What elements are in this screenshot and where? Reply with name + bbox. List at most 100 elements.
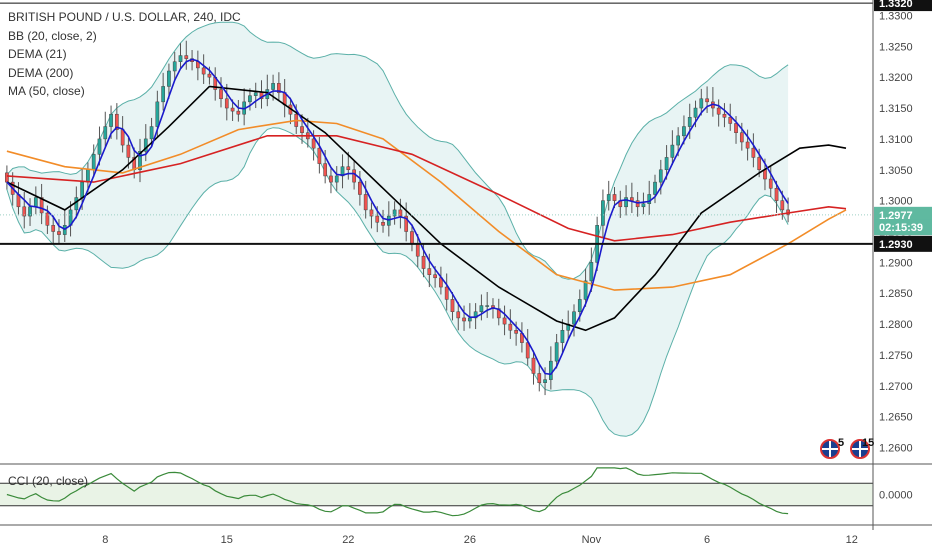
candle — [253, 82, 258, 109]
price-tick-label: 1.3150 — [879, 103, 913, 115]
price-tick-label: 1.3100 — [879, 134, 913, 146]
candle-body — [86, 169, 90, 183]
cci-legend[interactable]: CCI (20, close) — [8, 474, 89, 488]
candle-body — [230, 107, 235, 112]
candle-body — [311, 138, 316, 149]
candle-body — [236, 110, 241, 115]
candle-body — [149, 126, 154, 140]
candle-body — [126, 144, 131, 158]
candle-body — [502, 317, 507, 325]
candle-body — [554, 342, 559, 362]
candle-body — [543, 379, 547, 383]
candle-body — [525, 342, 530, 359]
candle-body — [653, 181, 657, 195]
candle — [450, 291, 455, 321]
candle-body — [317, 147, 322, 164]
candle — [716, 99, 721, 127]
price-tick-label: 1.2850 — [879, 288, 913, 300]
candle — [728, 103, 733, 131]
candle — [363, 180, 368, 219]
us-flag-icon[interactable] — [850, 439, 870, 459]
price-axis[interactable]: 1.3300 1.3250 1.3200 1.3150 1.3100 1.3050 1.30… — [872, 0, 932, 530]
price-tick-label: 1.2750 — [879, 350, 913, 362]
candle-body — [462, 317, 466, 322]
candle — [745, 129, 750, 161]
candle-body — [531, 357, 536, 374]
candle-body — [120, 129, 125, 146]
candle-body — [768, 178, 773, 189]
candle — [502, 305, 507, 336]
candle — [462, 305, 466, 331]
legend-ma50[interactable]: MA (50, close) — [8, 84, 85, 98]
candle-body — [705, 98, 709, 103]
uk-flag-icon[interactable] — [820, 439, 840, 459]
candle-body — [624, 197, 628, 208]
dema-red-line — [6, 135, 847, 242]
candle-body — [22, 206, 27, 217]
candle-body — [224, 98, 229, 109]
candle-body — [549, 360, 553, 380]
candle-body — [91, 154, 96, 171]
candle-body — [682, 126, 686, 137]
price-tick-label: 1.2700 — [879, 381, 913, 393]
price-tick-label: 1.3000 — [879, 196, 913, 208]
candle-body — [184, 55, 189, 59]
candle-body — [161, 86, 165, 103]
candle-body — [508, 323, 513, 331]
candle — [346, 151, 351, 180]
candle-body — [375, 215, 380, 223]
legend-bb[interactable]: BB (20, close, 2) — [8, 28, 97, 43]
candle — [583, 268, 588, 307]
candle-body — [155, 101, 160, 127]
price-tick-label: 1.3050 — [879, 165, 913, 177]
candle — [699, 88, 704, 116]
candle-body — [167, 70, 171, 87]
candle-body — [583, 280, 588, 300]
candle-body — [57, 231, 61, 235]
candle — [51, 215, 56, 244]
candle — [722, 103, 727, 128]
candle-body — [392, 209, 397, 217]
time-tick-label: 15 — [221, 534, 233, 546]
legend-dema200[interactable]: DEMA (200) — [8, 65, 74, 80]
candle-body — [300, 126, 304, 133]
candle-body — [450, 299, 455, 313]
candle — [103, 111, 108, 148]
events-flags[interactable]: 5 15 — [820, 436, 874, 459]
time-tick-label: 6 — [704, 534, 710, 546]
candle — [560, 319, 565, 354]
candle-body — [612, 194, 617, 201]
legend-dema21[interactable]: DEMA (21) — [8, 47, 67, 61]
candle-body — [219, 89, 223, 100]
candle-body — [630, 197, 634, 201]
candle-body — [658, 169, 663, 183]
candle — [705, 86, 709, 113]
time-tick-label: 26 — [464, 534, 476, 546]
candle — [138, 138, 142, 183]
candle-body — [537, 373, 542, 383]
candle — [248, 88, 252, 111]
candle-body — [467, 317, 472, 322]
candle-body — [757, 157, 762, 171]
candle-body — [572, 311, 576, 325]
candle — [115, 103, 119, 140]
dema200-line — [6, 85, 847, 332]
candle — [606, 180, 611, 211]
chart-legend: BRITISH POUND / U.S. DOLLAR, 240, IDC BB… — [8, 8, 241, 101]
candle-body — [780, 200, 785, 211]
candle-body — [45, 212, 50, 226]
candle-body — [647, 194, 652, 204]
horizontal-lines[interactable] — [0, 2, 873, 245]
candle — [161, 72, 165, 111]
bollinger-lower-line — [6, 127, 789, 437]
candle-body — [421, 255, 426, 269]
event-count-a: 5 — [838, 437, 845, 449]
time-axis[interactable]: 8 15 22 26 Nov 6 12 — [102, 534, 858, 546]
cci-band — [0, 483, 873, 506]
time-tick-label: 12 — [846, 534, 858, 546]
price-tag-label: 1.2977 — [879, 210, 913, 222]
candle-body — [39, 197, 44, 214]
candle-body — [109, 113, 113, 127]
candle — [358, 171, 362, 206]
